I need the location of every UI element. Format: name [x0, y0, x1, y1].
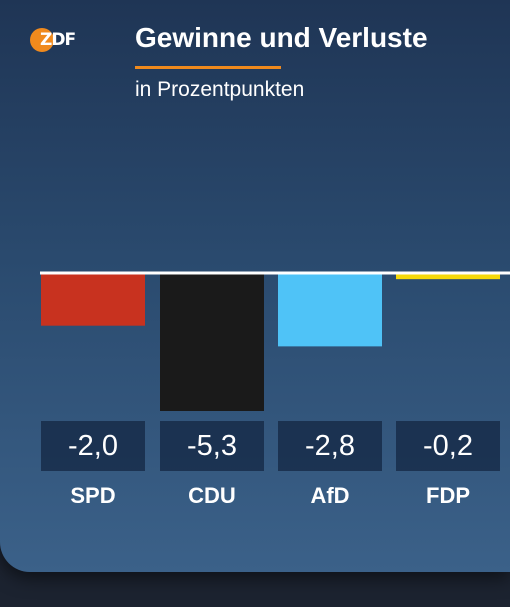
bar-chart [40, 271, 510, 411]
zdf-logo-disc [30, 28, 54, 52]
value-box-spd: -2,0 [41, 421, 145, 471]
bar-cdu [160, 274, 264, 411]
value-box-fdp: -0,2 [396, 421, 500, 471]
chart-card: ZDF Gewinne und Verluste in Prozentpunkt… [0, 0, 510, 572]
bar-spd [41, 274, 145, 326]
zdf-logo-text: ZDF [40, 30, 76, 50]
value-box-cdu: -5,3 [160, 421, 264, 471]
title-underline [135, 66, 281, 69]
bar-afd [278, 274, 382, 347]
value-box-afd: -2,8 [278, 421, 382, 471]
category-label-cdu: CDU [188, 483, 236, 508]
zdf-logo: ZDF [30, 28, 98, 52]
category-label-fdp: FDP [426, 483, 470, 508]
category-label-spd: SPD [70, 483, 116, 508]
bar-fdp [396, 274, 500, 280]
category-label-afd: AfD [310, 483, 350, 508]
chart-title: Gewinne und Verluste [135, 22, 428, 53]
chart-subtitle: in Prozentpunkten [135, 78, 305, 101]
